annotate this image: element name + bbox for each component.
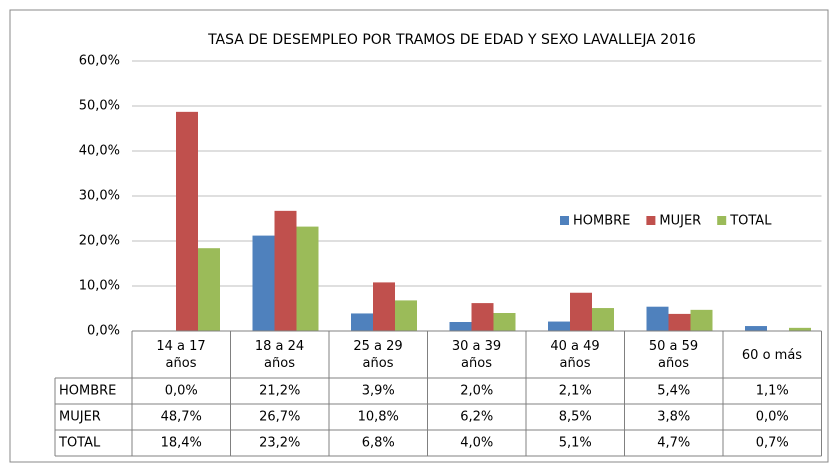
table-row-label: MUJER — [59, 410, 101, 425]
table-value: 1,1% — [756, 384, 789, 399]
table-value: 6,8% — [362, 436, 395, 451]
table-value: 3,9% — [362, 384, 395, 399]
y-tick-label: 0,0% — [87, 324, 120, 339]
chart-title: TASA DE DESEMPLEO POR TRAMOS DE EDAD Y S… — [207, 32, 696, 48]
y-tick-label: 20,0% — [79, 234, 120, 249]
bar — [296, 226, 319, 331]
bar — [592, 308, 614, 331]
category-text: 18 a 24 años — [254, 339, 305, 371]
y-tick-label: 50,0% — [79, 99, 120, 114]
table-value: 23,2% — [259, 436, 300, 451]
category-text: 30 a 39 años — [451, 339, 502, 371]
y-tick-label: 10,0% — [79, 279, 120, 294]
category-text: 50 a 59 años — [648, 339, 699, 371]
table-value: 3,8% — [657, 410, 690, 425]
x-tick-label: 14 a 17 años — [156, 339, 206, 371]
x-tick-label: 25 a 29 años — [353, 339, 403, 371]
bar — [449, 322, 472, 331]
table-value: 4,0% — [460, 436, 493, 451]
table-value: 8,5% — [559, 410, 592, 425]
x-tick-label: 18 a 24 años — [254, 339, 305, 371]
y-tick-label: 40,0% — [79, 144, 120, 159]
x-tick-label: 40 a 49 años — [550, 339, 600, 371]
bar — [198, 248, 220, 331]
bar — [789, 327, 811, 331]
table-value: 5,1% — [559, 436, 592, 451]
table-value: 18,4% — [161, 436, 202, 451]
bar — [471, 303, 494, 331]
legend-label: HOMBRE — [573, 214, 630, 229]
legend-label: MUJER — [659, 214, 701, 229]
table-value: 21,2% — [259, 384, 300, 399]
table-value: 2,1% — [559, 384, 592, 399]
table-value: 5,4% — [657, 384, 690, 399]
table-value: 0,0% — [756, 410, 789, 425]
table-value: 0,0% — [165, 384, 198, 399]
category-text: 40 a 49 años — [550, 339, 600, 371]
bar — [252, 235, 275, 331]
chart-frame — [9, 9, 829, 463]
table-value: 26,7% — [259, 410, 300, 425]
category-text: 25 a 29 años — [353, 339, 403, 371]
bar — [373, 282, 395, 331]
table-value: 48,7% — [161, 410, 202, 425]
bar — [668, 313, 691, 331]
bar — [548, 321, 570, 331]
bar — [274, 210, 297, 331]
table-value: 10,8% — [358, 410, 399, 425]
table-value: 4,7% — [657, 436, 690, 451]
table-row-label: HOMBRE — [59, 384, 116, 399]
table-row-label: TOTAL — [58, 436, 101, 451]
category-text: 14 a 17 años — [156, 339, 206, 371]
bar — [351, 313, 373, 331]
y-tick-label: 60,0% — [79, 54, 120, 69]
bar — [176, 111, 198, 331]
table-value: 6,2% — [460, 410, 493, 425]
table-value: 0,7% — [756, 436, 789, 451]
bar — [395, 300, 417, 331]
y-tick-label: 30,0% — [79, 189, 120, 204]
category-text: 60 o más — [741, 347, 803, 363]
legend-swatch — [560, 216, 569, 225]
x-tick-label: 30 a 39 años — [451, 339, 502, 371]
bar — [493, 313, 516, 331]
legend-swatch — [646, 216, 656, 225]
bar — [690, 309, 713, 331]
bar — [646, 306, 669, 331]
legend-label: TOTAL — [729, 214, 772, 229]
x-tick-label: 50 a 59 años — [648, 339, 699, 371]
x-tick-label: 60 o más — [741, 347, 803, 363]
table-value: 2,0% — [460, 384, 493, 399]
legend-swatch — [717, 216, 727, 225]
bar — [745, 326, 767, 331]
bar — [570, 292, 592, 331]
